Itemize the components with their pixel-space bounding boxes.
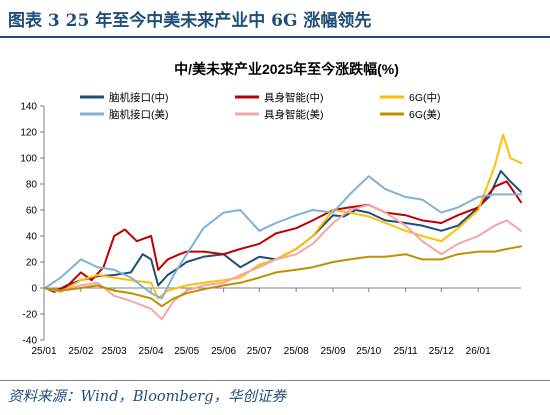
x-tick-label: 25/06: [211, 346, 236, 357]
x-tick-label: 26/01: [466, 346, 491, 357]
x-tick-label: 25/03: [102, 346, 127, 357]
legend-label: 脑机接口(中): [109, 91, 169, 104]
source-note: 资料来源：Wind，Bloomberg，华创证券: [8, 389, 286, 405]
figure-header: 图表 3 25 年至今中美未来产业中 6G 涨幅领先: [0, 0, 550, 38]
x-tick-label: 25/11: [393, 346, 418, 357]
x-tick-label: 25/10: [356, 346, 381, 357]
legend-label: 具身智能(美): [264, 108, 324, 121]
x-tick-label: 25/01: [31, 346, 56, 357]
y-tick-label: 40: [26, 232, 38, 243]
chart-title: 中/美未来产业2025年至今涨跌幅(%): [174, 61, 399, 77]
x-tick-label: 25/05: [174, 346, 199, 357]
x-tick-label: 25/04: [139, 346, 164, 357]
x-tick-label: 25/07: [247, 346, 272, 357]
y-tick-label: -40: [23, 336, 38, 347]
header-rule: [0, 36, 550, 38]
y-tick-label: 0: [31, 284, 37, 295]
y-tick-label: 80: [26, 180, 38, 191]
series-line-5: [44, 203, 522, 321]
y-tick-label: 100: [20, 154, 37, 165]
line-chart: 中/美未来产业2025年至今涨跌幅(%) -40 -20 0 20 40 60 80 100 12…: [20, 61, 522, 357]
y-tick-label: 20: [26, 258, 38, 269]
footer-rule: [0, 380, 550, 381]
legend-label: 6G(中): [409, 91, 441, 104]
x-tick-label: 25/09: [321, 346, 346, 357]
x-tick-label: 25/02: [68, 346, 93, 357]
y-tick-label: 120: [20, 128, 37, 139]
y-tick-label: -20: [23, 310, 38, 321]
legend-label: 具身智能(中): [264, 91, 324, 104]
series-line-3: [44, 133, 522, 300]
figure-title: 图表 3 25 年至今中美未来产业中 6G 涨幅领先: [8, 11, 372, 31]
series-line-4: [44, 175, 522, 300]
series-line-2: [44, 180, 522, 292]
series-line-6: [44, 245, 522, 308]
x-tick-label: 25/12: [429, 346, 454, 357]
legend-label: 6G(美): [409, 108, 441, 121]
legend-label: 脑机接口(美): [109, 108, 169, 121]
y-tick-label: 60: [26, 206, 38, 217]
y-tick-label: 140: [20, 102, 37, 113]
x-tick-label: 25/08: [284, 346, 309, 357]
